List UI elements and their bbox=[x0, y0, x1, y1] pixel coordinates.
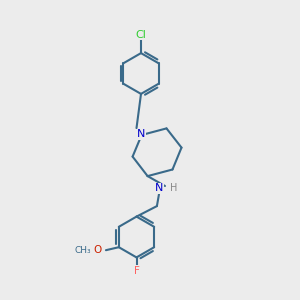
Text: N: N bbox=[155, 183, 163, 193]
Text: H: H bbox=[170, 183, 178, 193]
Text: Cl: Cl bbox=[136, 29, 146, 40]
Text: O: O bbox=[94, 245, 102, 255]
Text: CH₃: CH₃ bbox=[74, 246, 91, 255]
Text: F: F bbox=[134, 266, 140, 276]
Text: N: N bbox=[137, 129, 145, 140]
